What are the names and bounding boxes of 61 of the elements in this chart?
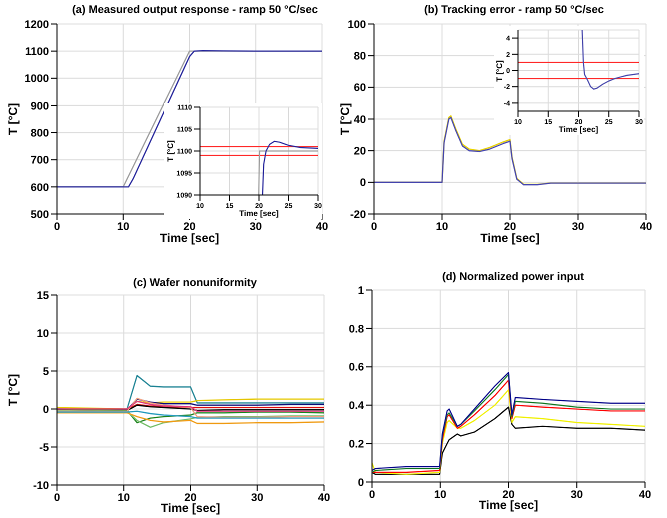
y-tick-label: 1000 <box>24 73 49 86</box>
chart-title: (a) Measured output response - ramp 50 °C/sec <box>71 3 319 18</box>
y-tick-label: 0.8 <box>348 323 364 336</box>
y-tick-label: 500 <box>30 208 49 221</box>
x-tick-label: 0 <box>54 492 60 504</box>
y-tick-label: 0.6 <box>348 362 364 374</box>
x-tick-label: 10 <box>118 492 130 504</box>
x-tick-label: 0 <box>370 220 378 233</box>
y-tick-label: 10 <box>36 328 49 340</box>
y-tick-label: 0.2 <box>348 438 364 451</box>
y-tick-label: 100 <box>348 18 366 31</box>
line-series <box>582 30 639 90</box>
x-axis-title: Time [sec] <box>160 501 220 515</box>
y-tick-label: 15 <box>36 290 49 302</box>
x-axis-title: Time [sec] <box>480 231 540 245</box>
x-axis-title: Time [sec] <box>160 231 220 245</box>
y-tick-label: 5 <box>42 366 49 378</box>
y-tick-label: 1100 <box>25 46 49 58</box>
x-tick-label: 40 <box>318 492 330 504</box>
x-tick-label: 40 <box>316 220 328 233</box>
x-tick-label: 30 <box>251 492 264 504</box>
y-tick-label: 0.4 <box>348 400 365 412</box>
x-tick-label: 30 <box>570 488 583 501</box>
y-tick-label: 1200 <box>24 18 49 31</box>
chart-title: (b) Tracking error - ramp 50 °C/sec <box>423 3 605 18</box>
x-tick-label: 10 <box>436 220 448 233</box>
x-tick-label: 30 <box>250 220 262 233</box>
y-tick-label: 1 <box>358 284 364 297</box>
y-tick-label: 800 <box>30 127 49 140</box>
y-tick-label: 0 <box>360 177 366 190</box>
y-axis-title: T [°C] <box>166 140 176 162</box>
y-axis-title: T [°C] <box>495 60 505 82</box>
y-tick-label: 0 <box>358 476 364 489</box>
x-tick-label: 10 <box>434 488 446 501</box>
x-axis-title: Time [sec] <box>478 498 538 512</box>
y-tick-label: -20 <box>350 208 366 221</box>
y-tick-label: 80 <box>354 50 366 63</box>
y-tick-label: 600 <box>30 182 49 194</box>
y-axis-title: T [°C] <box>338 102 352 136</box>
x-tick-label: 30 <box>572 220 584 233</box>
line-series <box>57 410 324 419</box>
x-tick-label: 10 <box>117 220 130 233</box>
x-tick-label: 0 <box>368 488 376 501</box>
chart-title: (c) Wafer nonuniformity <box>132 276 258 291</box>
y-tick-label: 60 <box>354 82 366 94</box>
chart-title: (d) Normalized power input <box>441 270 585 285</box>
y-tick-label: 20 <box>354 146 366 158</box>
x-axis-title: Time [sec] <box>558 125 600 135</box>
y-tick-label: -10 <box>33 480 49 492</box>
y-tick-label: 700 <box>30 154 49 167</box>
y-axis-title: T [°C] <box>6 102 20 136</box>
x-tick-label: 40 <box>638 488 652 501</box>
y-tick-label: 900 <box>30 100 49 112</box>
line-series <box>262 140 318 195</box>
y-tick-label: -5 <box>39 442 49 454</box>
y-axis-title: T [°C] <box>6 374 20 406</box>
y-tick-label: 0 <box>42 404 49 416</box>
x-axis-title: Time [sec] <box>238 209 280 219</box>
line-series <box>57 412 324 424</box>
x-tick-label: 0 <box>54 220 60 233</box>
x-tick-label: 40 <box>640 220 652 233</box>
